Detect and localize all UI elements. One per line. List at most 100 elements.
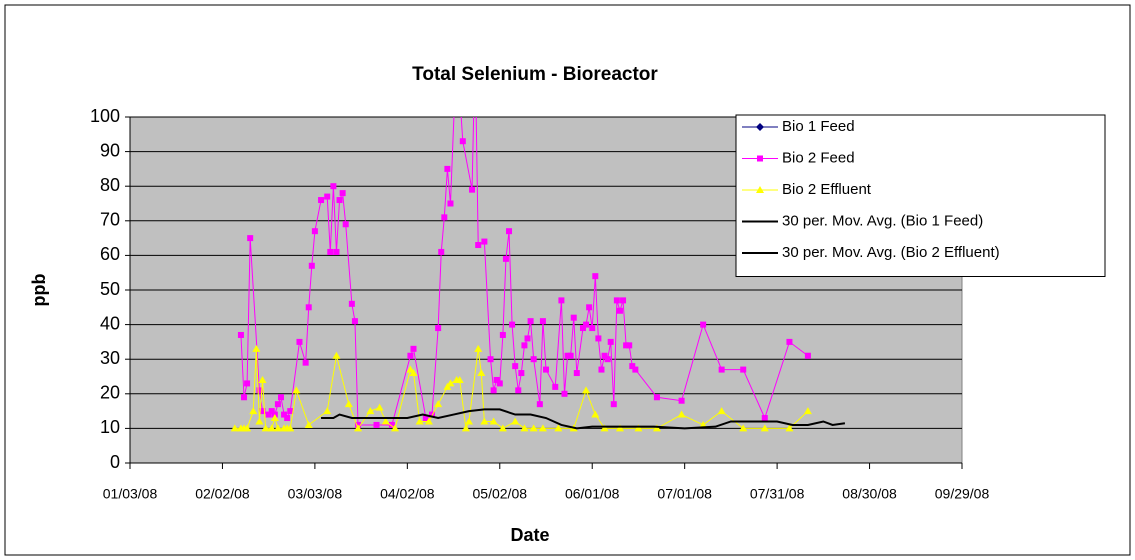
- point: [342, 221, 349, 228]
- point: [700, 321, 707, 328]
- point: [447, 200, 454, 207]
- point: [511, 417, 520, 425]
- point: [629, 363, 636, 370]
- y-tick-label: 100: [90, 106, 120, 126]
- point: [308, 262, 315, 269]
- legend-label: Bio 2 Effluent: [782, 181, 872, 198]
- point: [475, 242, 482, 249]
- point: [435, 325, 442, 332]
- legend-marker: [756, 123, 764, 131]
- point: [527, 318, 534, 325]
- point: [739, 424, 748, 432]
- point: [324, 193, 331, 200]
- point: [474, 344, 483, 352]
- series-line: [321, 408, 846, 430]
- chart-title: Total Selenium - Bioreactor: [412, 64, 658, 85]
- point: [518, 370, 525, 377]
- point: [699, 420, 708, 428]
- point: [760, 424, 769, 432]
- legend-label: 30 per. Mov. Avg. (Bio 1 Feed): [782, 212, 983, 229]
- point: [530, 356, 537, 363]
- point: [375, 403, 384, 411]
- point: [424, 417, 433, 425]
- point: [243, 424, 252, 432]
- marks: [230, 117, 846, 432]
- point: [509, 321, 516, 328]
- point: [336, 197, 343, 204]
- y-tick-label: 0: [110, 452, 120, 472]
- x-tick-label: 02/02/08: [195, 486, 250, 502]
- point: [286, 424, 295, 432]
- point: [592, 273, 599, 280]
- point: [434, 400, 443, 408]
- point: [391, 424, 400, 432]
- point: [634, 424, 643, 432]
- point: [459, 138, 466, 145]
- point: [388, 421, 395, 428]
- point: [366, 407, 375, 415]
- point: [407, 352, 414, 359]
- x-tick-label: 07/31/08: [750, 486, 805, 502]
- point: [521, 342, 528, 349]
- point: [327, 248, 334, 255]
- point: [613, 297, 620, 304]
- point: [255, 417, 264, 425]
- point: [348, 300, 355, 307]
- point: [761, 415, 768, 422]
- point: [247, 235, 254, 242]
- y-tick-label: 20: [100, 383, 120, 403]
- point: [803, 407, 812, 415]
- point: [595, 335, 602, 342]
- point: [455, 375, 464, 383]
- point: [604, 356, 611, 363]
- point: [677, 410, 686, 418]
- point: [373, 421, 380, 428]
- point: [583, 321, 590, 328]
- point: [524, 335, 531, 342]
- point: [536, 401, 543, 408]
- legend-label: Bio 2 Feed: [782, 149, 855, 166]
- point: [296, 338, 303, 345]
- point: [469, 186, 476, 193]
- point: [241, 394, 248, 401]
- legend-box: [735, 114, 1106, 277]
- point: [601, 352, 608, 359]
- point: [586, 304, 593, 311]
- point: [428, 411, 435, 418]
- point: [406, 365, 415, 373]
- point: [515, 387, 522, 394]
- point: [304, 420, 313, 428]
- point: [252, 344, 261, 352]
- legend-marker: [757, 155, 763, 162]
- point: [543, 366, 549, 373]
- y-tick-label: 70: [100, 210, 120, 230]
- point: [506, 228, 513, 235]
- legend-marker: [756, 186, 764, 193]
- legend: Bio 1 Feed Bio 2 Feed Bio 2 Effluent 30 per…: [735, 114, 1106, 277]
- point: [351, 318, 358, 325]
- point: [339, 190, 346, 197]
- point: [615, 424, 624, 432]
- point: [490, 387, 497, 394]
- x-tick-label: 03/03/08: [288, 486, 343, 502]
- point: [318, 197, 325, 204]
- point: [489, 417, 498, 425]
- point: [481, 238, 488, 245]
- point: [438, 248, 445, 255]
- point: [477, 369, 486, 377]
- point: [591, 410, 600, 418]
- point: [270, 414, 279, 422]
- point: [520, 424, 529, 432]
- point: [620, 297, 627, 304]
- point: [610, 401, 617, 408]
- point: [717, 407, 726, 415]
- point: [422, 415, 429, 422]
- point: [626, 342, 633, 349]
- y-tick-label: 30: [100, 348, 120, 368]
- point: [273, 424, 282, 432]
- point: [302, 359, 309, 366]
- point: [333, 248, 340, 255]
- point: [277, 394, 284, 401]
- point: [284, 415, 291, 422]
